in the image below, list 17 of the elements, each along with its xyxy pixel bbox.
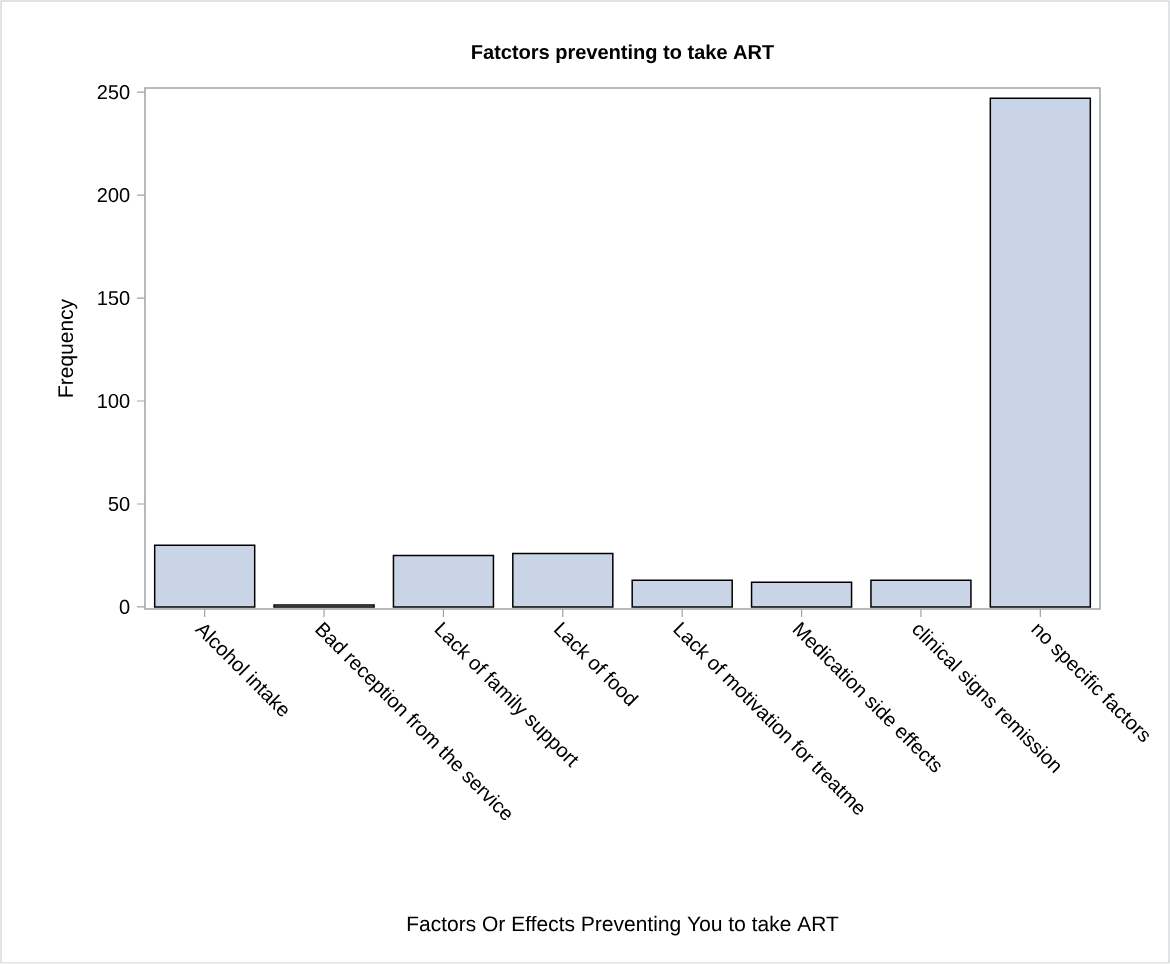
y-tick-label: 250 bbox=[97, 85, 130, 100]
y-tick-label: 100 bbox=[98, 393, 130, 409]
bar bbox=[631, 579, 733, 608]
chart-title: Fatctors preventing to take ART bbox=[472, 44, 774, 64]
bar bbox=[153, 544, 256, 608]
bar bbox=[512, 552, 614, 608]
x-axis-title: Factors Or Effects Preventing You to take ART bbox=[407, 915, 839, 936]
y-tick-label: 0 bbox=[119, 599, 130, 615]
bar bbox=[392, 554, 495, 608]
y-tick-label: 50 bbox=[108, 496, 130, 512]
y-tick-label: 200 bbox=[97, 188, 130, 203]
bar bbox=[989, 97, 1092, 608]
bar bbox=[870, 579, 972, 608]
y-axis-title: Frequency bbox=[58, 298, 78, 397]
bar bbox=[273, 604, 375, 608]
bar bbox=[750, 581, 853, 608]
y-tick-label: 150 bbox=[98, 290, 130, 306]
